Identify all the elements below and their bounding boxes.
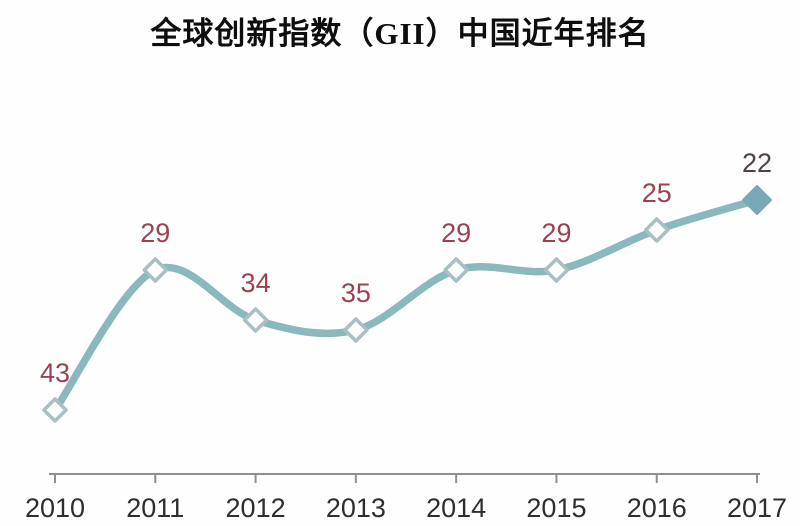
data-point-label: 29	[140, 218, 170, 248]
data-point-label: 29	[541, 218, 571, 248]
data-point-label: 35	[341, 278, 371, 308]
data-point-marker-filled	[742, 185, 772, 215]
data-point-marker	[42, 397, 68, 423]
data-point-label: 22	[742, 148, 772, 178]
data-point-label: 29	[441, 218, 471, 248]
x-axis-label: 2016	[627, 493, 687, 523]
data-point-marker	[142, 257, 169, 283]
data-point-marker	[242, 307, 269, 333]
data-point-marker	[343, 317, 369, 343]
x-axis-label: 2017	[727, 493, 787, 523]
data-point-label: 25	[642, 178, 672, 208]
data-point-marker	[543, 257, 570, 283]
x-axis-label: 2011	[126, 493, 184, 523]
data-point-marker	[643, 217, 670, 243]
x-axis-label: 2015	[526, 493, 586, 523]
data-point-marker	[443, 257, 469, 283]
x-axis-label: 2010	[25, 493, 85, 523]
data-point-label: 34	[241, 268, 271, 298]
x-axis-label: 2014	[426, 493, 486, 523]
data-point-label: 43	[40, 358, 70, 388]
x-axis-label: 2012	[226, 493, 286, 523]
x-axis-label: 2013	[326, 493, 386, 523]
chart-title: 全球创新指数（GII）中国近年排名	[150, 16, 650, 51]
